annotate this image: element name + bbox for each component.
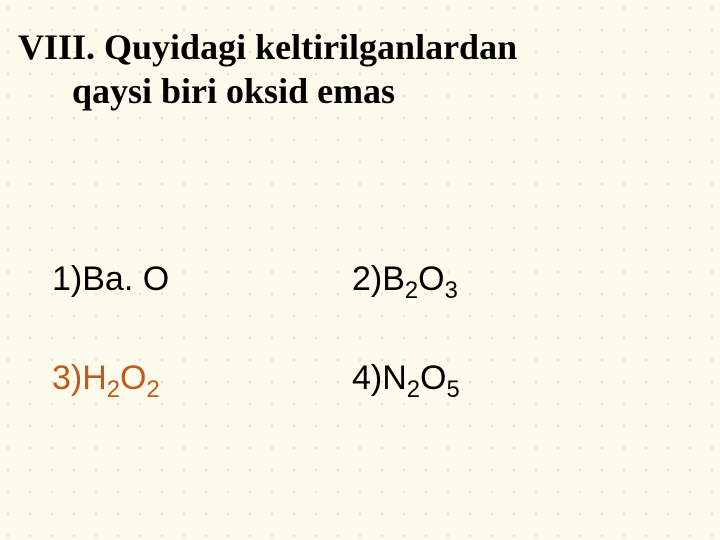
option-formula: H2O2 (82, 359, 160, 398)
answer-option-4: 4) N2O5 (352, 359, 652, 398)
option-formula: Ba. O (82, 260, 169, 299)
answer-row: 3) H2O2 4) N2O5 (52, 359, 672, 398)
heading-line-1: VIII. Quyidagi keltirilganlardan (18, 26, 698, 70)
answer-option-1: 1) Ba. O (52, 260, 352, 299)
answer-row: 1) Ba. O 2) B2O3 (52, 260, 672, 299)
heading-line-2: qaysi biri oksid emas (18, 70, 698, 114)
option-number: 4) (352, 359, 382, 398)
option-formula: B2O3 (382, 260, 458, 299)
option-number: 1) (52, 260, 82, 299)
answer-grid: 1) Ba. O 2) B2O3 3) H2O2 4) N2O5 (52, 260, 672, 458)
answer-option-3-highlighted: 3) H2O2 (52, 359, 352, 398)
question-heading: VIII. Quyidagi keltirilganlardan qaysi b… (18, 26, 698, 114)
answer-option-2: 2) B2O3 (352, 260, 652, 299)
option-formula: N2O5 (382, 359, 460, 398)
option-number: 2) (352, 260, 382, 299)
option-number: 3) (52, 359, 82, 398)
